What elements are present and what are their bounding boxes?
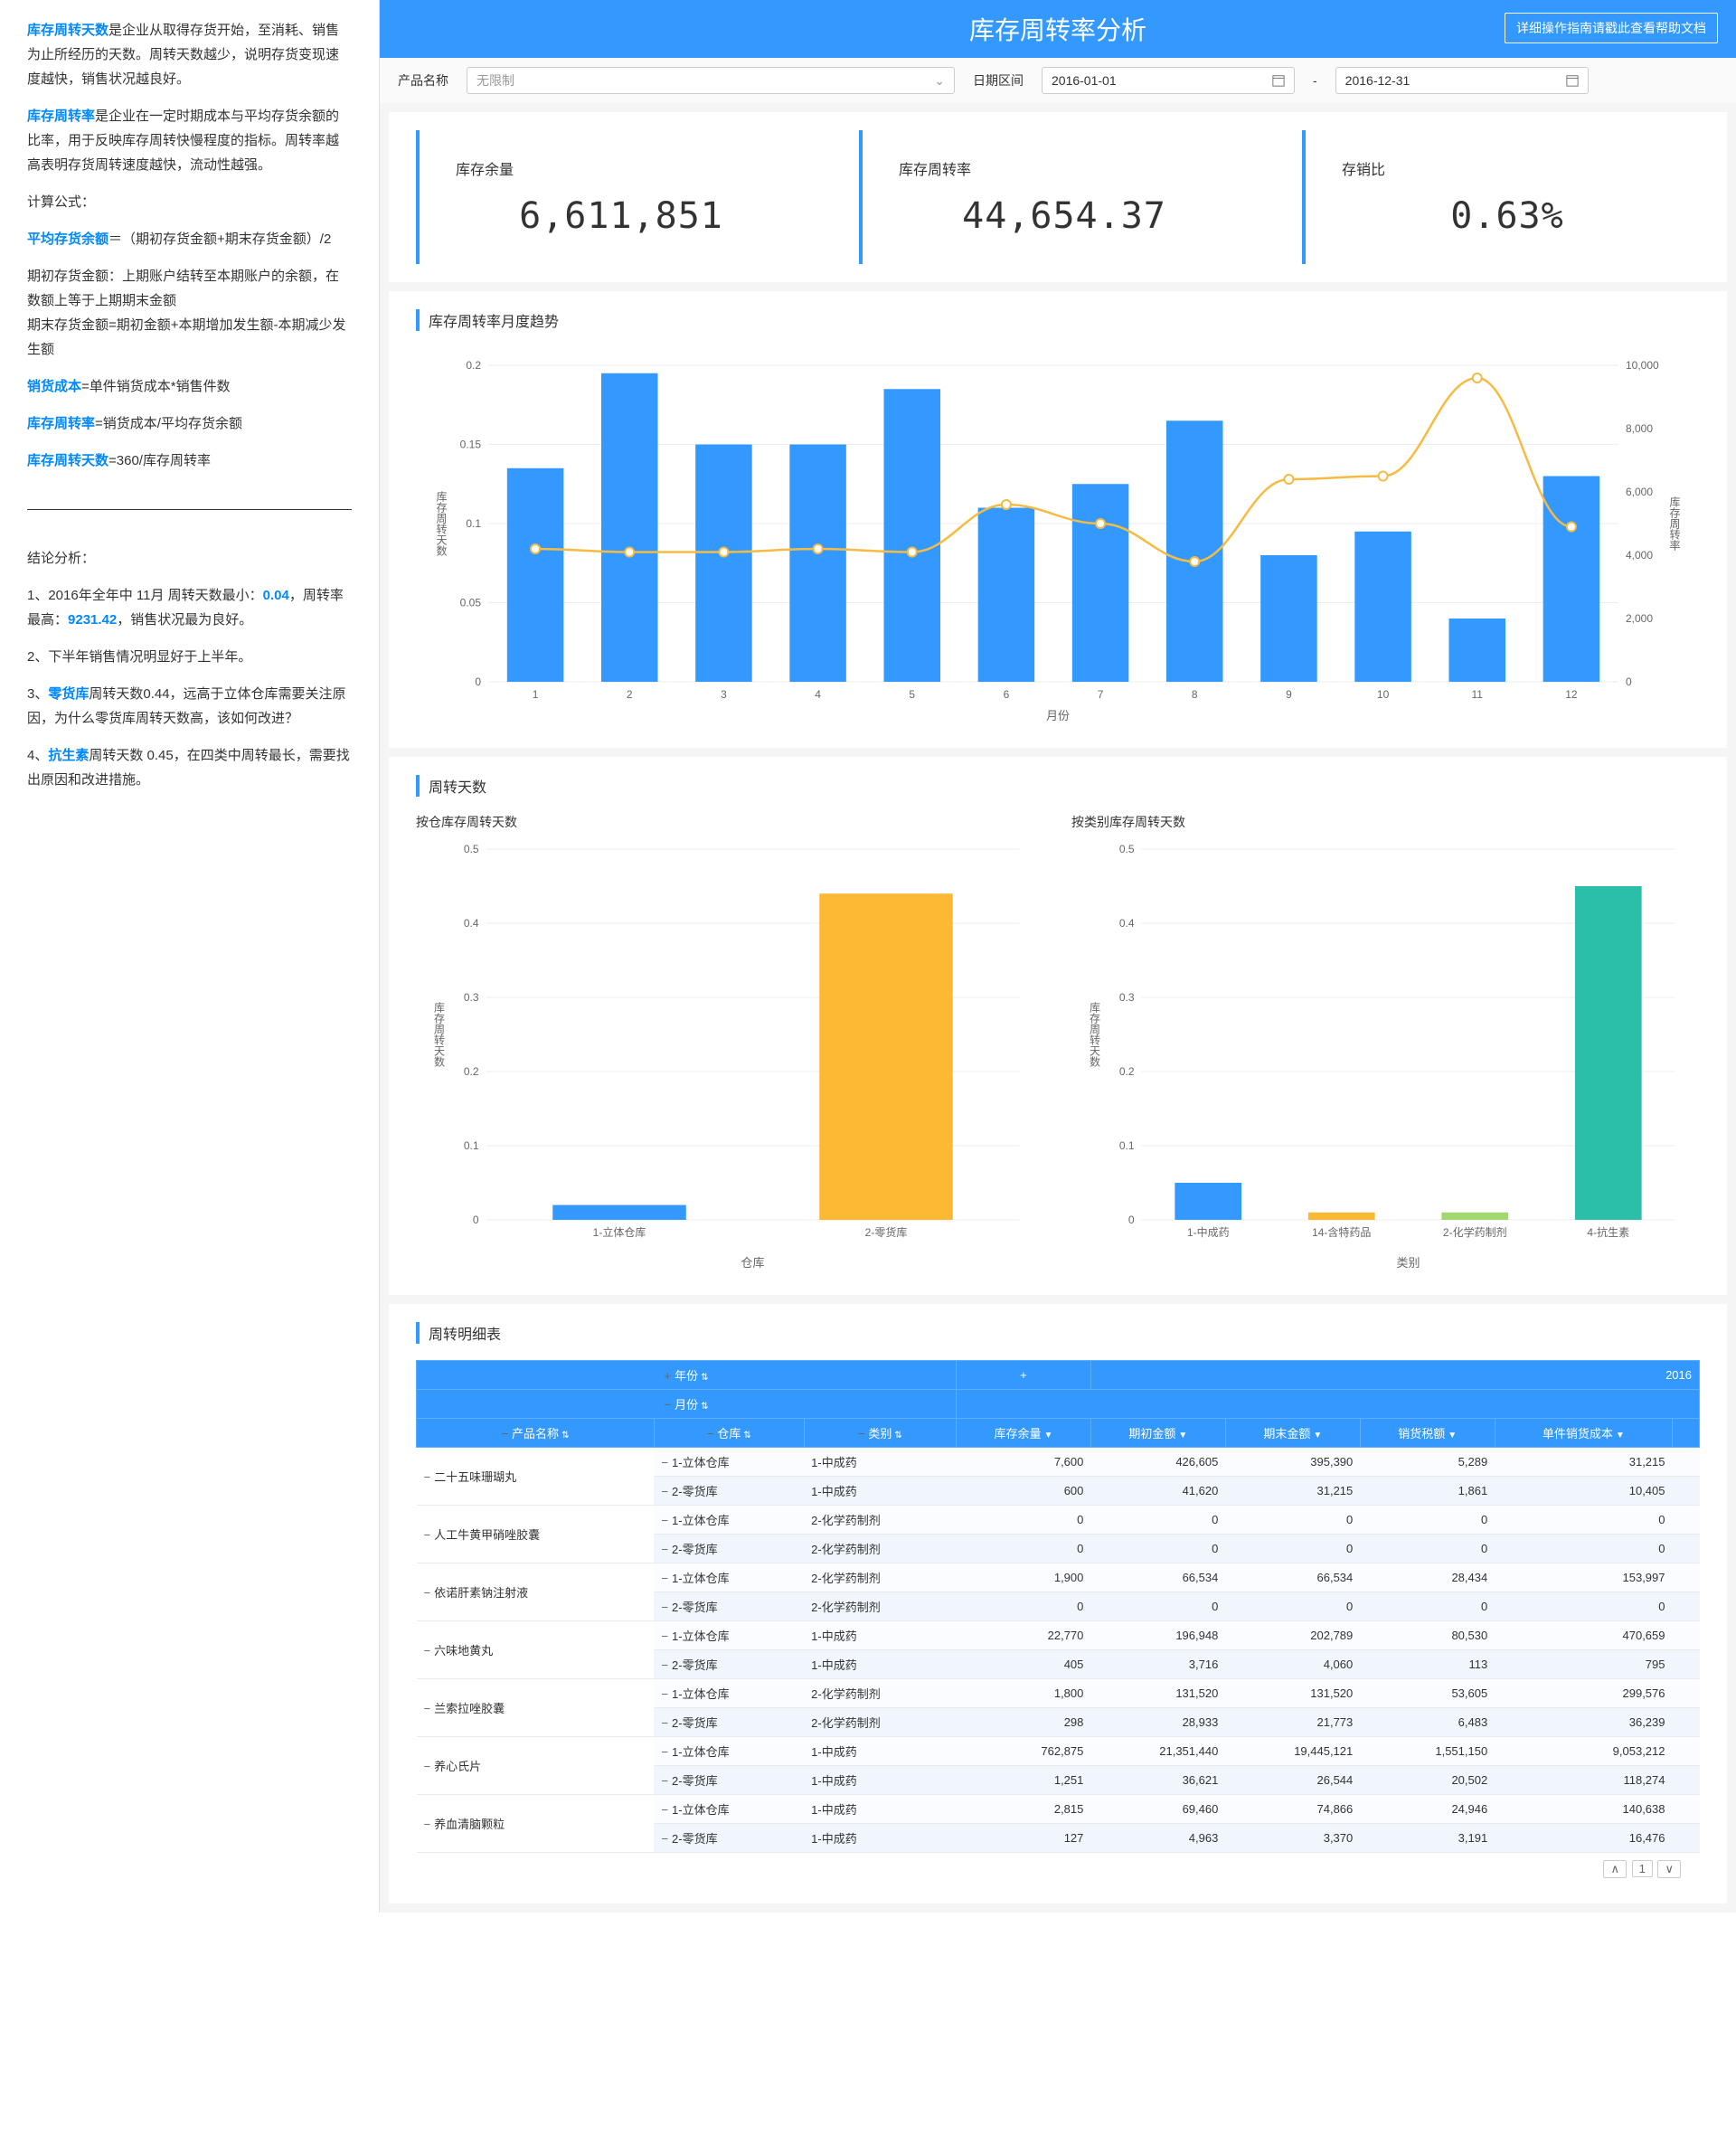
svg-text:0.15: 0.15 bbox=[460, 439, 482, 451]
trend-chart: 0 0.05 0.1 0.15 0.2 0 2,000 4,000 6,000 8,000 10,0… bbox=[416, 347, 1700, 727]
svg-text:0: 0 bbox=[1128, 1214, 1135, 1226]
term-turnover-days: 库存周转天数 bbox=[27, 23, 108, 38]
svg-text:0.1: 0.1 bbox=[1119, 1139, 1135, 1152]
svg-text:类别: 类别 bbox=[1396, 1256, 1420, 1270]
table-pager: ∧ 1 ∨ bbox=[416, 1853, 1700, 1885]
svg-text:库存周转率: 库存周转率 bbox=[1668, 496, 1681, 551]
svg-text:月份: 月份 bbox=[1046, 709, 1070, 723]
svg-text:1: 1 bbox=[533, 688, 539, 701]
pager-down[interactable]: ∨ bbox=[1657, 1860, 1681, 1878]
col-6[interactable]: 销货税额▼ bbox=[1360, 1419, 1495, 1448]
product-filter-label: 产品名称 bbox=[398, 71, 448, 90]
svg-text:库存周转天数: 库存周转天数 bbox=[433, 1001, 446, 1068]
svg-text:4,000: 4,000 bbox=[1626, 549, 1653, 562]
explanation-sidebar: 库存周转天数是企业从取得存货开始，至消耗、销售为止所经历的天数。周转天数越少，说… bbox=[0, 0, 380, 1913]
svg-text:库存周转天数: 库存周转天数 bbox=[435, 490, 448, 557]
svg-text:1-立体仓库: 1-立体仓库 bbox=[593, 1225, 646, 1239]
warehouse-chart: 按仓库存周转天数 00.10.20.30.40.51-立体仓库2-零货库仓库库存… bbox=[416, 813, 1044, 1277]
calendar-icon bbox=[1272, 74, 1285, 87]
svg-text:10: 10 bbox=[1377, 688, 1390, 701]
detail-table: +年份⇅+2016−月份⇅−产品名称⇅−仓库⇅−类别⇅库存余量▼期初金额▼期末金… bbox=[416, 1360, 1700, 1853]
page-title: 库存周转率分析 bbox=[969, 11, 1146, 47]
col-5[interactable]: 期末金额▼ bbox=[1225, 1419, 1360, 1448]
kpi-turnover-rate: 库存周转率 44,654.37 bbox=[859, 130, 1266, 264]
svg-text:6,000: 6,000 bbox=[1626, 486, 1653, 498]
kpi-cards: 库存余量 6,611,851 库存周转率 44,654.37 存销比 0.63% bbox=[389, 112, 1727, 282]
svg-text:库存周转天数: 库存周转天数 bbox=[1089, 1001, 1101, 1068]
svg-text:0.2: 0.2 bbox=[464, 1065, 479, 1078]
svg-text:12: 12 bbox=[1565, 688, 1578, 701]
svg-text:8,000: 8,000 bbox=[1626, 422, 1653, 435]
svg-text:2-零货库: 2-零货库 bbox=[865, 1225, 908, 1239]
svg-text:0.1: 0.1 bbox=[466, 517, 481, 530]
page-header: 库存周转率分析 详细操作指南请戳此查看帮助文档 bbox=[380, 0, 1736, 58]
svg-text:2,000: 2,000 bbox=[1626, 612, 1653, 625]
svg-text:4: 4 bbox=[815, 688, 821, 701]
svg-text:0: 0 bbox=[475, 675, 481, 688]
table-row: −六味地黄丸−1-立体仓库1-中成药22,770196,948202,78980… bbox=[417, 1621, 1700, 1650]
svg-text:0.4: 0.4 bbox=[464, 917, 479, 930]
table-row: −依诺肝素钠注射液−1-立体仓库2-化学药制剂1,90066,53466,534… bbox=[417, 1563, 1700, 1592]
date-from-input[interactable]: 2016-01-01 bbox=[1042, 67, 1295, 94]
col-0[interactable]: −产品名称⇅ bbox=[417, 1419, 655, 1448]
svg-text:10,000: 10,000 bbox=[1626, 359, 1659, 372]
svg-text:2-化学药制剂: 2-化学药制剂 bbox=[1443, 1225, 1507, 1239]
category-chart: 按类别库存周转天数 00.10.20.30.40.51-中成药14-含特药品2-… bbox=[1071, 813, 1700, 1277]
svg-text:0: 0 bbox=[473, 1214, 479, 1226]
svg-text:0.3: 0.3 bbox=[1119, 991, 1135, 1004]
svg-text:1-中成药: 1-中成药 bbox=[1187, 1225, 1230, 1239]
table-row: −兰索拉唑胶囊−1-立体仓库2-化学药制剂1,800131,520131,520… bbox=[417, 1679, 1700, 1708]
date-to-input[interactable]: 2016-12-31 bbox=[1335, 67, 1589, 94]
svg-text:0.5: 0.5 bbox=[464, 843, 479, 855]
svg-text:0.3: 0.3 bbox=[464, 991, 479, 1004]
svg-text:3: 3 bbox=[721, 688, 727, 701]
trend-chart-panel: 库存周转率月度趋势 00.050.10.150.202,0004,0006,00… bbox=[389, 291, 1727, 748]
svg-text:0.2: 0.2 bbox=[1119, 1065, 1135, 1078]
svg-text:0.5: 0.5 bbox=[1119, 843, 1135, 855]
main-dashboard: 库存周转率分析 详细操作指南请戳此查看帮助文档 产品名称 无限制 ⌄ 日期区间 … bbox=[380, 0, 1736, 1913]
col-3[interactable]: 库存余量▼ bbox=[956, 1419, 1090, 1448]
date-filter-label: 日期区间 bbox=[973, 71, 1024, 90]
svg-text:6: 6 bbox=[1004, 688, 1010, 701]
svg-text:14-含特药品: 14-含特药品 bbox=[1312, 1225, 1371, 1239]
table-row: −养心氏片−1-立体仓库1-中成药762,87521,351,44019,445… bbox=[417, 1737, 1700, 1766]
svg-text:8: 8 bbox=[1192, 688, 1198, 701]
kpi-inventory-balance: 库存余量 6,611,851 bbox=[416, 130, 823, 264]
table-row: −二十五味珊瑚丸−1-立体仓库1-中成药7,600426,605395,3905… bbox=[417, 1448, 1700, 1477]
formula-heading: 计算公式： bbox=[27, 190, 352, 214]
turnover-days-panel: 周转天数 按仓库存周转天数 00.10.20.30.40.51-立体仓库2-零货… bbox=[389, 757, 1727, 1295]
svg-text:7: 7 bbox=[1098, 688, 1104, 701]
calendar-icon bbox=[1566, 74, 1579, 87]
col-7[interactable]: 单件销货成本▼ bbox=[1495, 1419, 1672, 1448]
pager-page: 1 bbox=[1632, 1860, 1653, 1877]
chevron-down-icon: ⌄ bbox=[934, 73, 945, 89]
svg-text:2: 2 bbox=[627, 688, 633, 701]
svg-text:0.05: 0.05 bbox=[460, 597, 482, 609]
svg-text:0.2: 0.2 bbox=[466, 359, 481, 372]
svg-text:4-抗生素: 4-抗生素 bbox=[1587, 1225, 1629, 1239]
col-2[interactable]: −类别⇅ bbox=[804, 1419, 956, 1448]
conclusion-heading: 结论分析： bbox=[27, 546, 352, 571]
svg-text:0.4: 0.4 bbox=[1119, 917, 1135, 930]
table-row: −养血清脑颗粒−1-立体仓库1-中成药2,81569,46074,86624,9… bbox=[417, 1795, 1700, 1824]
category-bar-chart: 0 0.1 0.2 0.3 0.4 0.5 1-中成药 14-含特药品 2-化学药制剂 4-抗生素… bbox=[1071, 840, 1700, 1274]
term-turnover-rate: 库存周转率 bbox=[27, 109, 95, 124]
table-row: −人工牛黄甲硝唑胶囊−1-立体仓库2-化学药制剂00000 bbox=[417, 1506, 1700, 1535]
warehouse-bar-chart: 0 0.1 0.2 0.3 0.4 0.5 1-立体仓库 2-零货库仓库 库存周转天数 bbox=[416, 840, 1044, 1274]
col-1[interactable]: −仓库⇅ bbox=[654, 1419, 804, 1448]
kpi-sales-ratio: 存销比 0.63% bbox=[1302, 130, 1709, 264]
svg-text:9: 9 bbox=[1286, 688, 1292, 701]
col-4[interactable]: 期初金额▼ bbox=[1090, 1419, 1225, 1448]
help-link[interactable]: 详细操作指南请戳此查看帮助文档 bbox=[1505, 13, 1718, 43]
svg-text:0.1: 0.1 bbox=[464, 1139, 479, 1152]
filter-bar: 产品名称 无限制 ⌄ 日期区间 2016-01-01 - 2016-12-31 bbox=[380, 58, 1736, 103]
detail-table-panel: 周转明细表 +年份⇅+2016−月份⇅−产品名称⇅−仓库⇅−类别⇅库存余量▼期初… bbox=[389, 1304, 1727, 1903]
pager-up[interactable]: ∧ bbox=[1603, 1860, 1627, 1878]
svg-text:0: 0 bbox=[1626, 675, 1632, 688]
product-select[interactable]: 无限制 ⌄ bbox=[467, 67, 955, 94]
svg-text:11: 11 bbox=[1472, 688, 1484, 701]
svg-text:仓库: 仓库 bbox=[741, 1256, 764, 1270]
svg-text:5: 5 bbox=[909, 688, 915, 701]
